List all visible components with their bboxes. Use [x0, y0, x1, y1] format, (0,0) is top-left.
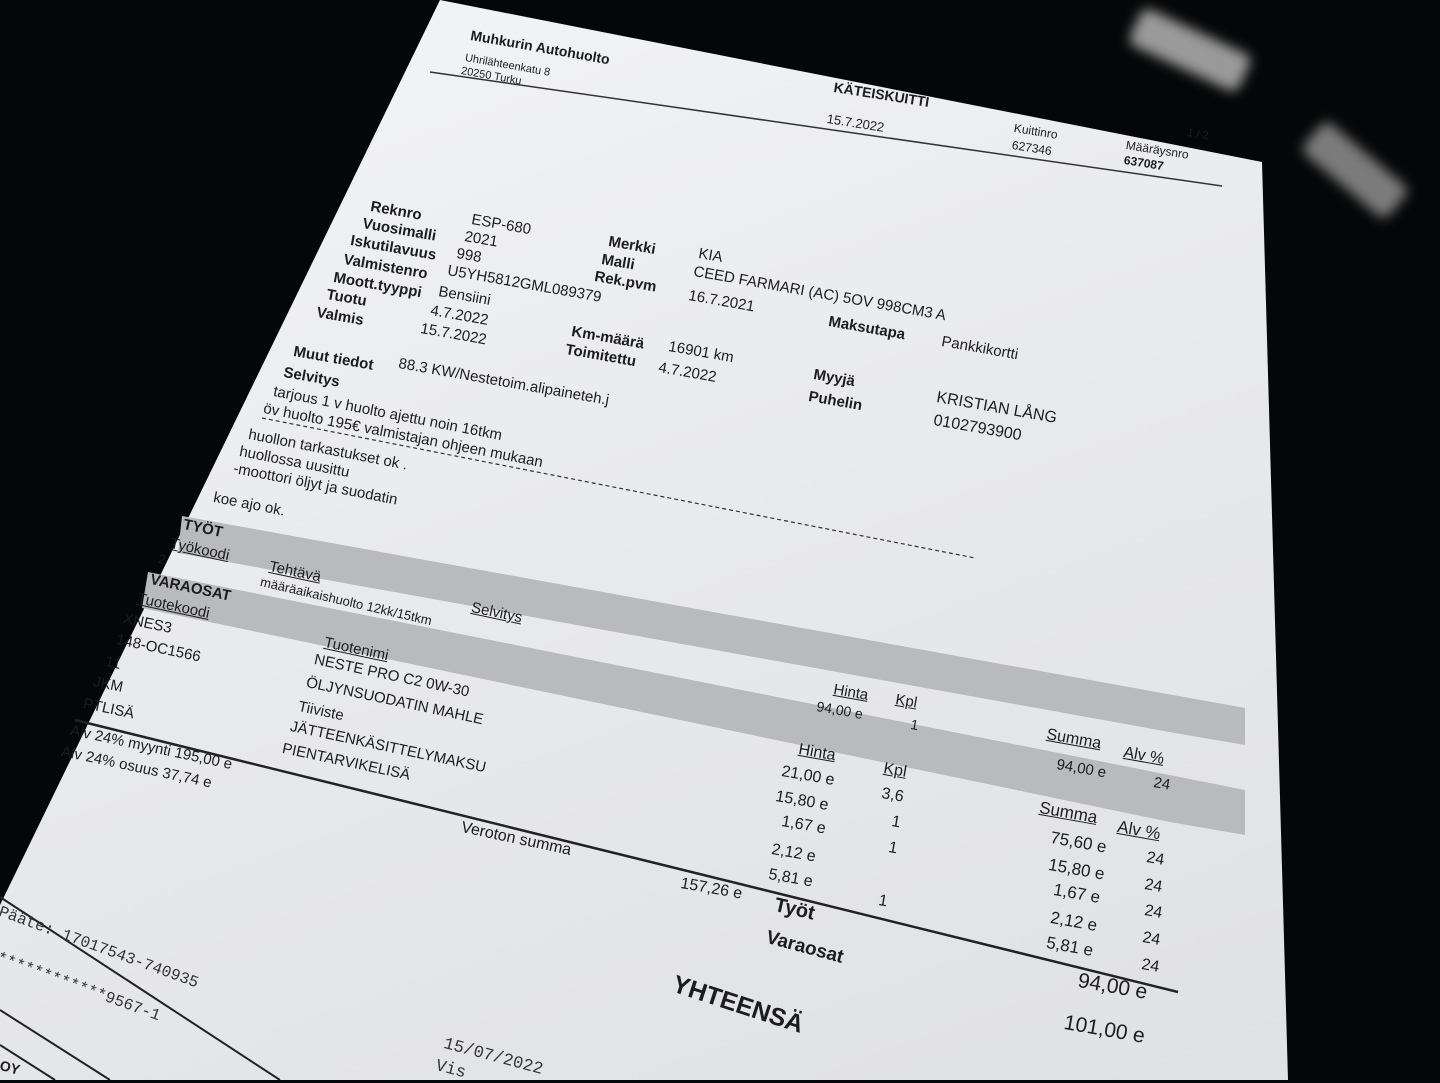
work-vat: 24 — [1152, 774, 1172, 794]
part-code: 11 — [103, 653, 123, 673]
slip-divider — [0, 1009, 111, 1080]
header-divider — [429, 71, 1223, 187]
part-vat: 24 — [1143, 876, 1164, 896]
notes-divider — [261, 417, 976, 559]
part-vat: 24 — [1145, 849, 1166, 869]
part-vat: 24 — [1143, 902, 1164, 922]
iskutilavuus-value: 998 — [455, 245, 483, 267]
slip-divider — [0, 1044, 56, 1080]
part-vat: 24 — [1140, 956, 1161, 976]
slip-divider — [0, 896, 281, 1080]
totals-divider — [74, 718, 1179, 994]
work-header-band — [178, 516, 1245, 745]
work-qty-header: Kpl — [894, 691, 919, 712]
part-vat: 24 — [1141, 929, 1162, 949]
merkki-value: KIA — [697, 245, 724, 266]
slip-company: OY — [0, 1057, 22, 1078]
parts-header-band — [142, 572, 1245, 835]
